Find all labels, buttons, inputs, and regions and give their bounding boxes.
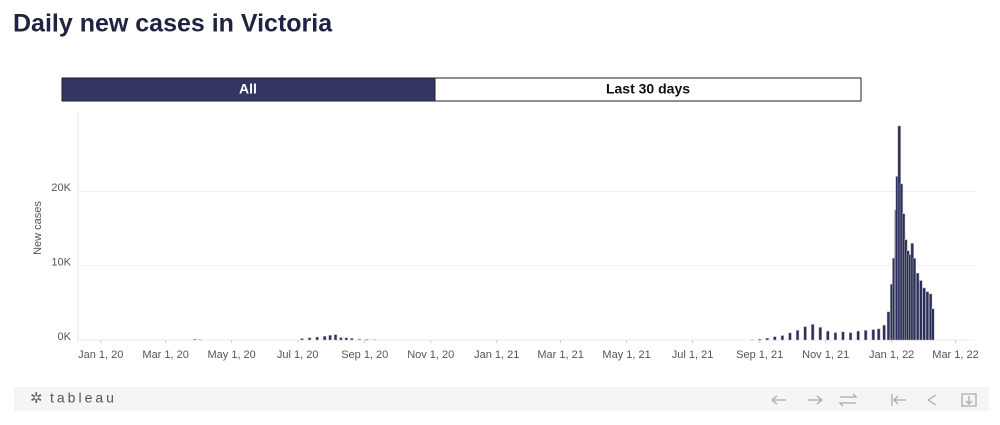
bar: [926, 292, 929, 340]
bar: [773, 337, 776, 340]
bar: [193, 339, 196, 340]
bar: [758, 339, 761, 340]
x-tick-label: Jul 1, 21: [672, 349, 714, 361]
bar: [781, 336, 784, 340]
bar: [916, 273, 919, 340]
bar: [308, 338, 311, 340]
y-tick-label: 0K: [58, 331, 72, 343]
bar: [819, 327, 822, 340]
bar: [366, 339, 369, 340]
y-tick-label: 20K: [51, 182, 71, 194]
bar: [301, 339, 304, 340]
bar: [883, 325, 886, 340]
bar: [766, 338, 769, 340]
button-label[interactable]: All: [239, 81, 257, 97]
footer-bar: [14, 387, 989, 411]
x-tick-label: May 1, 21: [602, 349, 650, 361]
x-tick-label: May 1, 20: [207, 349, 255, 361]
bar: [826, 331, 829, 340]
y-tick-label: 10K: [51, 257, 71, 269]
bar: [796, 330, 799, 340]
bar: [864, 330, 867, 340]
bar: [329, 335, 332, 340]
x-tick-label: Jan 1, 20: [78, 349, 123, 361]
x-tick-label: Sep 1, 21: [736, 349, 783, 361]
bar: [358, 339, 361, 340]
x-tick-label: Jan 1, 21: [474, 349, 519, 361]
bar: [923, 288, 926, 340]
bar: [334, 335, 337, 340]
y-axis-label: New cases: [32, 201, 44, 255]
bar: [789, 333, 792, 340]
x-tick-label: Sep 1, 20: [341, 349, 388, 361]
bar: [834, 333, 837, 340]
logo-mark: ✲: [30, 390, 43, 407]
bar: [316, 337, 319, 340]
button-label[interactable]: Last 30 days: [606, 81, 690, 97]
bar: [857, 331, 860, 340]
page-title: Daily new cases in Victoria: [13, 10, 333, 38]
bar: [931, 309, 934, 340]
bar: [913, 258, 916, 340]
bar: [345, 338, 348, 340]
x-tick-label: Nov 1, 20: [407, 349, 454, 361]
bar: [872, 330, 875, 340]
logo: tableau: [50, 390, 117, 406]
bar: [350, 338, 353, 340]
bar: [340, 338, 343, 340]
bar: [919, 281, 922, 340]
bar: [887, 312, 890, 340]
x-tick-label: Jan 1, 22: [869, 349, 914, 361]
bar: [811, 324, 814, 340]
x-tick-label: Mar 1, 20: [142, 349, 188, 361]
x-tick-label: Nov 1, 21: [802, 349, 849, 361]
x-tick-label: Mar 1, 22: [932, 349, 978, 361]
bar: [323, 336, 326, 340]
x-tick-label: Jul 1, 20: [277, 349, 319, 361]
bar: [842, 332, 845, 340]
bar: [877, 329, 880, 340]
x-tick-label: Mar 1, 21: [537, 349, 583, 361]
bar: [849, 333, 852, 340]
bar: [804, 327, 807, 340]
